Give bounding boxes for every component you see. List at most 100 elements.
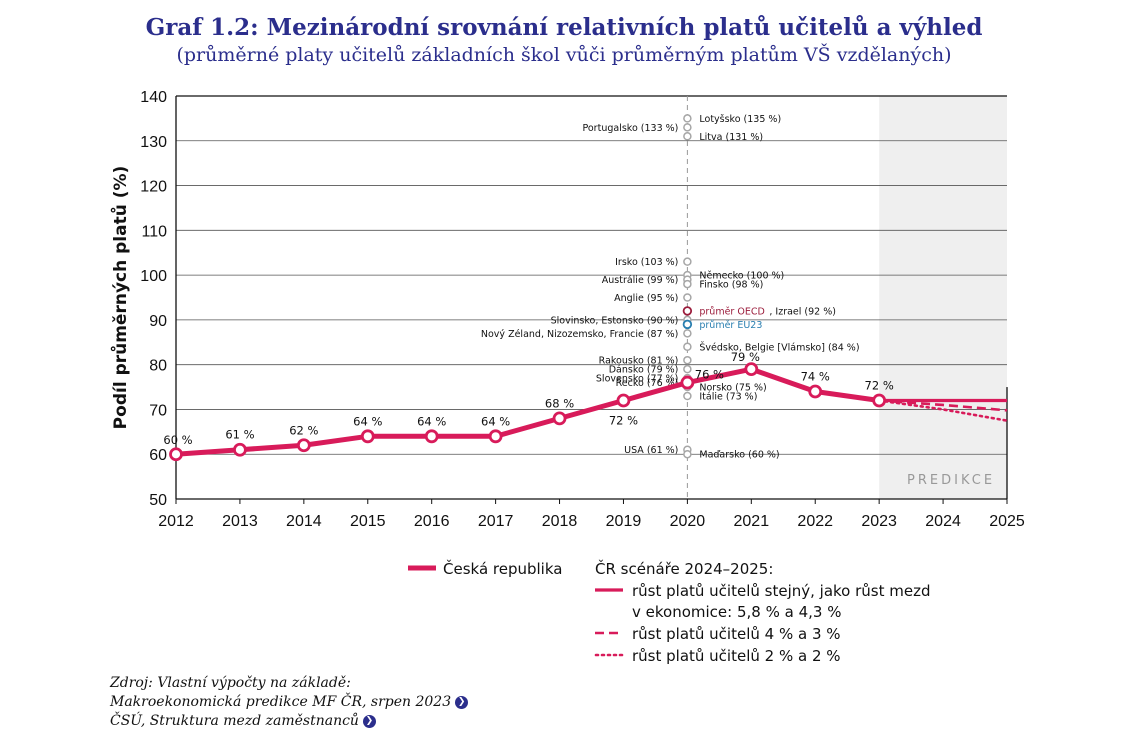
- x-tick-label: 2023: [861, 513, 897, 530]
- country-label: Itálie (73 %): [699, 392, 757, 403]
- country-label: USA (61 %): [624, 445, 678, 456]
- main-series-point: [296, 438, 311, 453]
- highlight-point: [682, 306, 693, 316]
- data-label: 72 %: [865, 378, 894, 392]
- y-tick-label: 50: [149, 492, 167, 509]
- data-label: 68 %: [545, 396, 574, 410]
- data-label: 72 %: [609, 413, 638, 427]
- source-line3: ČSÚ, Struktura mezd zaměstnanců: [110, 713, 359, 729]
- main-series-point: [616, 393, 631, 408]
- x-tick-label: 2025: [989, 513, 1025, 530]
- scenario-line-dashed: [879, 399, 1008, 412]
- x-tick-label: 2024: [925, 513, 961, 530]
- x-tick-label: 2016: [414, 513, 450, 530]
- country-point: [683, 132, 692, 141]
- country-label: Maďarsko (60 %): [699, 450, 779, 461]
- legend-scenarios-title: ČR scénáře 2024–2025:: [595, 560, 774, 578]
- data-label: 61 %: [225, 428, 254, 442]
- y-tick-label: 80: [149, 358, 167, 375]
- country-label: Norsko (75 %): [699, 383, 766, 394]
- country-point: [683, 257, 692, 266]
- country-label: Řecko (76 %): [616, 378, 679, 389]
- y-axis-label: Podíl průměrných platů (%): [109, 166, 131, 430]
- data-label: 64 %: [481, 414, 510, 428]
- main-series-point: [488, 429, 503, 444]
- legend-main-label: Česká republika: [443, 560, 563, 578]
- legend-scenario-solid-line1: růst platů učitelů stejný, jako růst mez…: [632, 582, 931, 600]
- x-tick-label: 2021: [734, 513, 770, 530]
- country-point: [683, 279, 692, 289]
- main-series-point: [360, 429, 375, 444]
- scenario-line-dotted: [877, 399, 1009, 422]
- country-label: Anglie (95 %): [614, 293, 678, 304]
- x-tick-label: 2017: [478, 513, 514, 530]
- source-line2: Makroekonomická predikce MF ČR, srpen 20…: [110, 694, 452, 710]
- highlight-point: [682, 319, 693, 330]
- chart-title: Graf 1.2: Mezinárodní srovnání relativní…: [145, 14, 983, 41]
- country-point: [683, 364, 692, 374]
- main-series-point: [808, 384, 823, 399]
- x-tick-label: 2019: [606, 513, 642, 530]
- data-label: 64 %: [417, 414, 446, 428]
- data-label: 60 %: [163, 433, 192, 447]
- country-label: Lotyšsko (135 %): [699, 114, 781, 125]
- y-tick-label: 70: [149, 402, 167, 419]
- main-series-point: [169, 447, 183, 462]
- country-point: [683, 293, 692, 302]
- y-tick-label: 120: [140, 179, 167, 196]
- country-point: [683, 391, 692, 401]
- source-line1: Zdroj: Vlastní výpočty na základě:: [110, 675, 351, 691]
- y-tick-label: 60: [149, 447, 167, 464]
- country-label: Dánsko (79 %): [609, 365, 679, 376]
- x-tick-label: 2022: [797, 513, 833, 530]
- main-series-point: [872, 393, 887, 408]
- x-tick-label: 2018: [542, 513, 578, 530]
- main-series-point: [552, 411, 567, 426]
- y-tick-label: 110: [141, 223, 167, 240]
- x-tick-label: 2013: [222, 513, 258, 530]
- country-label: Irsko (103 %): [615, 257, 678, 268]
- country-label: , Izrael (92 %): [769, 306, 836, 317]
- country-point: [683, 355, 692, 365]
- country-label: Finsko (98 %): [699, 280, 763, 291]
- x-tick-label: 2015: [350, 513, 386, 530]
- main-series-point: [233, 442, 247, 457]
- legend-scenario-solid-line2: v ekonomice: 5,8 % a 4,3 %: [632, 603, 842, 621]
- source-line2-wrap: Makroekonomická predikce MF ČR, srpen 20…: [110, 694, 469, 710]
- country-label: Portugalsko (133 %): [582, 123, 678, 134]
- country-label: Nový Zéland, Nizozemsko, Francie (87 %): [481, 329, 678, 340]
- x-tick-label: 2014: [286, 513, 322, 530]
- x-tick-label: 2020: [670, 513, 706, 530]
- data-label: 79 %: [731, 350, 760, 364]
- main-series-point: [680, 375, 695, 390]
- main-series-line: [175, 366, 880, 457]
- country-point: [683, 342, 692, 352]
- y-tick-label: 90: [149, 313, 167, 330]
- x-tick-label: 2012: [158, 513, 194, 530]
- legend-scenario-dotted: růst platů učitelů 2 % a 2 %: [632, 647, 841, 665]
- country-label: Litva (131 %): [699, 132, 763, 143]
- legend-scenario-dashed: růst platů učitelů 4 % a 3 %: [632, 625, 841, 643]
- prediction-area: [879, 96, 1007, 499]
- source-line3-wrap: ČSÚ, Struktura mezd zaměstnanců ❯: [110, 713, 376, 729]
- main-series-point: [744, 362, 759, 377]
- y-tick-label: 140: [140, 89, 167, 106]
- y-tick-label: 130: [140, 134, 167, 151]
- country-label: Austrálie (99 %): [602, 275, 679, 286]
- highlight-label: průměr EU23: [699, 320, 762, 331]
- highlight-label: průměr OECD: [699, 306, 764, 317]
- country-label: Slovinsko, Estonsko (90 %): [551, 315, 679, 326]
- chevron-right-icon[interactable]: ❯: [362, 714, 376, 728]
- y-tick-label: 100: [140, 268, 167, 285]
- country-point: [683, 114, 692, 123]
- data-label: 74 %: [801, 370, 830, 384]
- chevron-right-icon[interactable]: ❯: [455, 695, 469, 709]
- prediction-label: PREDIKCE: [907, 473, 995, 488]
- chart-subtitle: (průměrné platy učitelů základních škol …: [176, 44, 952, 66]
- data-label: 64 %: [353, 414, 382, 428]
- main-series-point: [424, 429, 439, 444]
- country-label: Německo (100 %): [699, 271, 784, 282]
- data-label: 76 %: [695, 368, 724, 382]
- country-point: [683, 329, 692, 338]
